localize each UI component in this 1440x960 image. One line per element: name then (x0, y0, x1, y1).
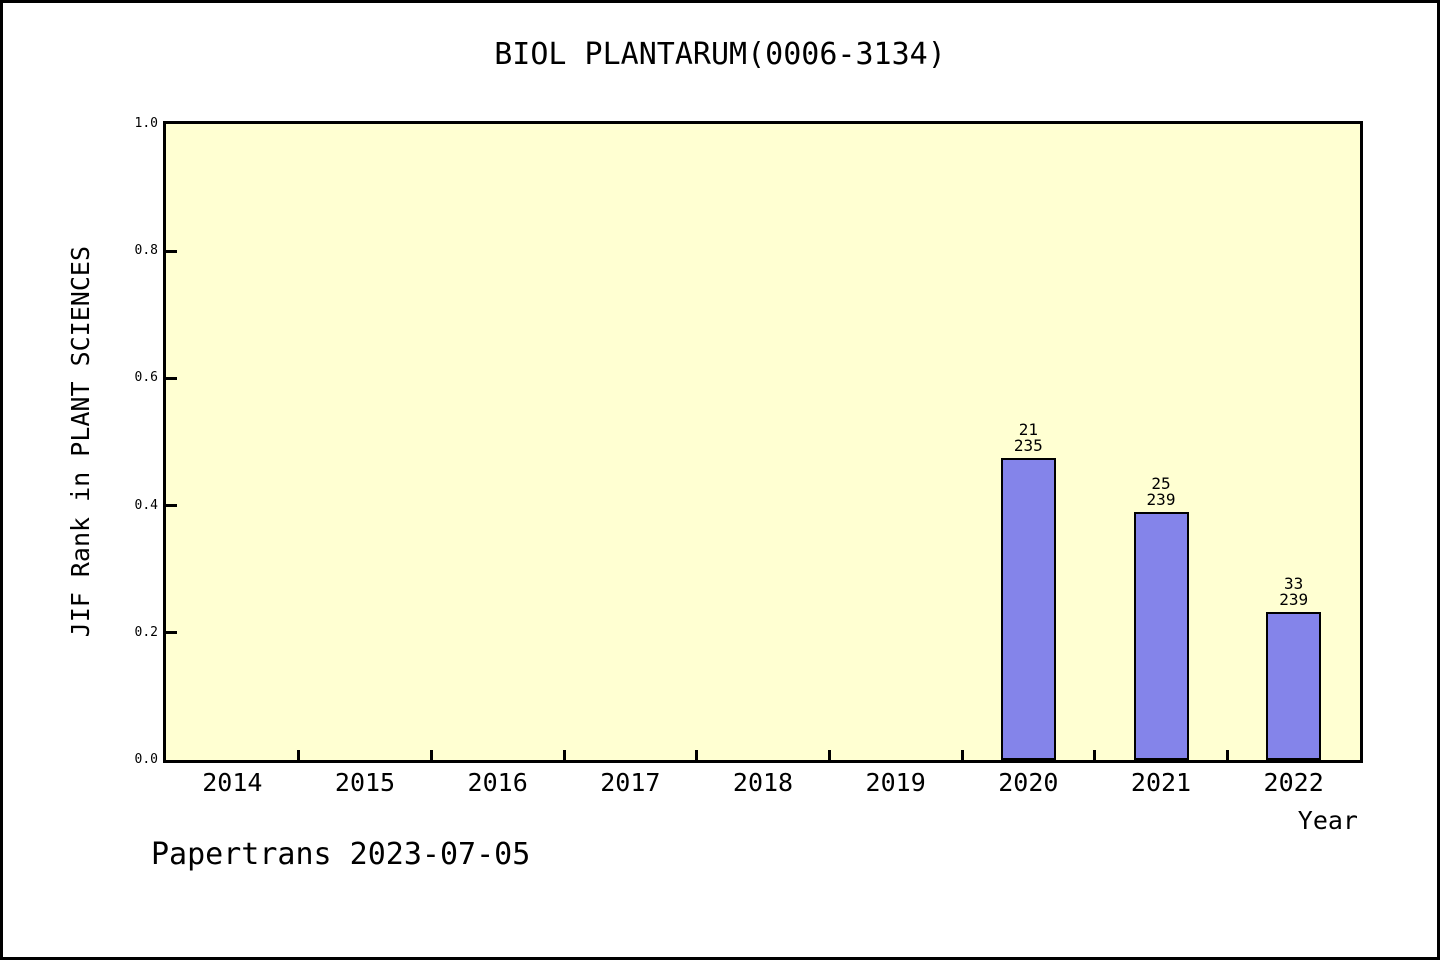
y-tick-mark (166, 504, 177, 508)
x-axis-label: Year (1297, 806, 1358, 835)
y-tick-label: 0.2 (134, 624, 158, 640)
bar-2020 (1000, 457, 1056, 760)
x-tick-label-2015: 2015 (334, 768, 396, 797)
bar-2021 (1133, 511, 1189, 760)
x-tick-label-2014: 2014 (202, 768, 263, 797)
footer-note: Papertrans 2023-07-05 (151, 837, 531, 872)
y-tick-mark (166, 376, 177, 380)
x-tick-label-2020: 2020 (998, 768, 1059, 797)
bar-annotation-2022: 33 239 (1249, 576, 1339, 608)
y-tick-label: 0.0 (134, 752, 158, 767)
y-tick-mark (166, 631, 177, 635)
bar-rank-total: 235 (1013, 435, 1043, 455)
bar-rank-total: 239 (1279, 590, 1309, 610)
y-tick-label: 0.8 (134, 243, 158, 259)
x-tick-label-2022: 2022 (1263, 768, 1324, 797)
bar-rank: 33 (1284, 574, 1304, 594)
y-tick-label: 1.0 (134, 116, 158, 131)
x-tick-mark (1093, 750, 1097, 760)
y-tick-label: 0.4 (134, 497, 158, 513)
x-tick-mark (960, 750, 964, 760)
bar-annotation-2020: 21 235 (983, 419, 1073, 455)
bar-rank-total: 239 (1146, 489, 1176, 509)
x-tick-label-2018: 2018 (732, 768, 794, 797)
x-tick-mark (695, 750, 699, 760)
y-axis-label: JIF Rank in PLANT SCIENCES (59, 121, 101, 763)
bar-rank: 21 (1018, 419, 1038, 439)
x-tick-mark (562, 750, 566, 760)
x-tick-mark (429, 750, 433, 760)
bar-2022 (1266, 612, 1322, 760)
plot-area: Year 0.0 0.2 0.4 0.6 0.8 1.0 2014 2015 2016 2017 2… (135, 116, 1363, 835)
y-tick-label: 0.6 (134, 370, 158, 386)
x-tick-label-2021: 2021 (1130, 768, 1192, 797)
bar-rank: 25 (1151, 473, 1171, 493)
bar-annotation-2021: 25 239 (1116, 473, 1206, 509)
x-tick-label-2016: 2016 (467, 768, 528, 797)
y-tick-mark (166, 249, 177, 253)
y-axis-label-text: JIF Rank in PLANT SCIENCES (65, 246, 95, 638)
x-tick-mark (1225, 750, 1229, 760)
chart-title: BIOL PLANTARUM(0006-3134) (494, 37, 946, 72)
x-tick-label-2017: 2017 (600, 768, 661, 797)
x-tick-mark (827, 750, 831, 760)
x-tick-label-2019: 2019 (865, 768, 926, 797)
x-tick-mark (297, 750, 301, 760)
